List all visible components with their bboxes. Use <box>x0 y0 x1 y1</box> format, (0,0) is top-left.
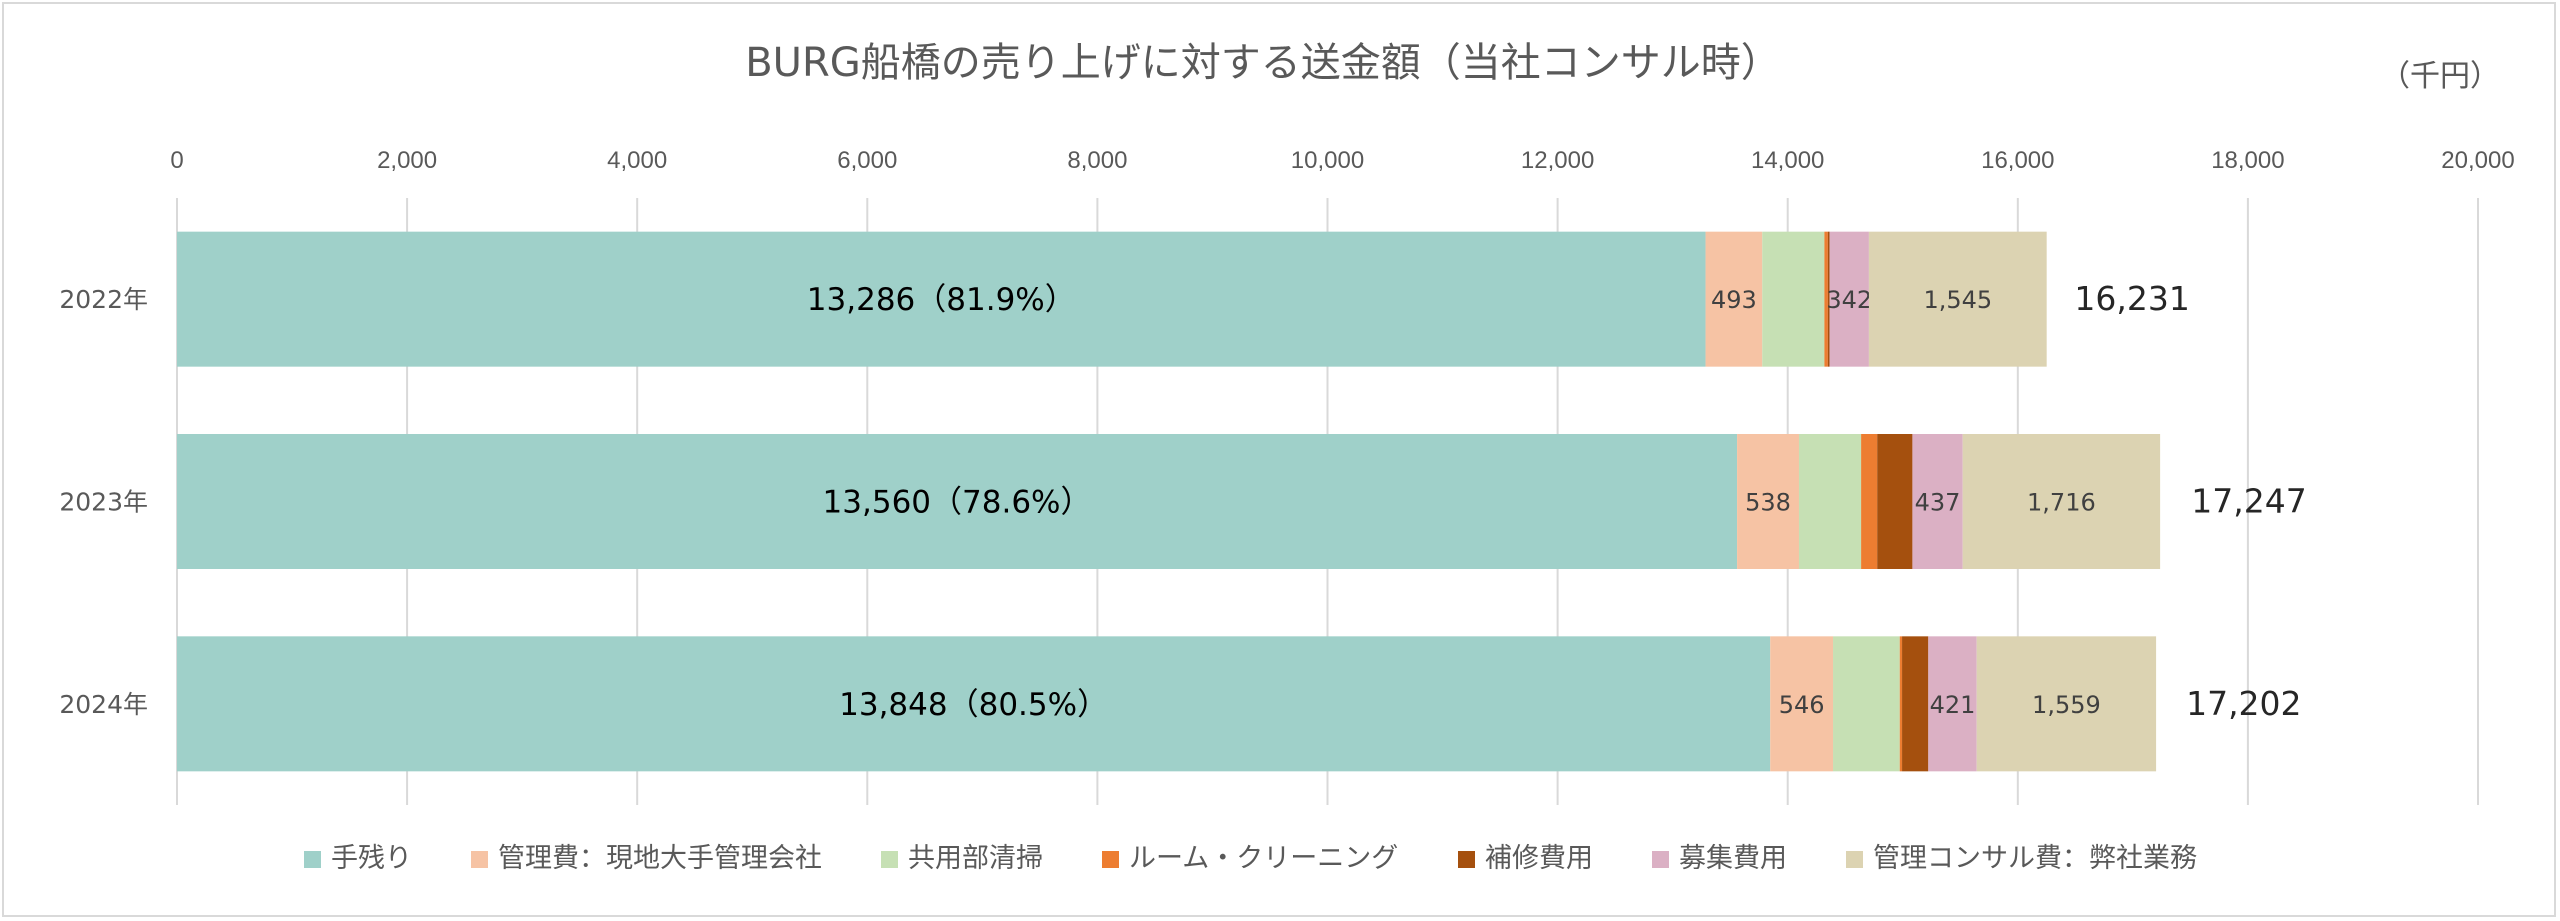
bar-segment <box>1833 636 1900 772</box>
bar-segment <box>177 636 1771 772</box>
data-label: 13,848（80.5%） <box>839 687 1108 723</box>
bar-segment <box>1928 636 1977 772</box>
bar-segment <box>1902 636 1929 772</box>
legend-label: 管理費：現地大手管理会社 <box>498 843 822 874</box>
bar-segment <box>1912 434 1963 569</box>
legend-swatch <box>1102 851 1119 868</box>
unit-label: （千円） <box>2380 59 2500 94</box>
x-tick-label: 16,000 <box>1981 147 2054 174</box>
total-label: 17,247 <box>2191 482 2306 521</box>
total-label: 16,231 <box>2074 279 2189 318</box>
legend-label: ルーム・クリーニング <box>1129 843 1398 874</box>
data-label: 421 <box>1930 691 1976 719</box>
x-tick-label: 0 <box>170 147 183 174</box>
bar-segment <box>1976 636 2157 772</box>
bar-segment <box>177 434 1738 569</box>
bar-segment <box>1824 231 1828 367</box>
bar-segment <box>1827 231 1830 367</box>
x-tick-label: 18,000 <box>2211 147 2284 174</box>
bar-segment <box>1762 231 1825 367</box>
bars: 13,286（81.9%） 493 342 1,545 16,231 13,560（78.… <box>177 231 2307 772</box>
bar-segment <box>1861 434 1878 569</box>
bar-segment <box>1877 434 1913 569</box>
total-label: 17,202 <box>2186 684 2301 723</box>
data-label: 13,560（78.6%） <box>823 485 1092 521</box>
legend-label: 管理コンサル費：弊社業務 <box>1873 843 2197 874</box>
legend-swatch <box>1846 851 1863 868</box>
legend-swatch <box>304 851 321 868</box>
data-label: 546 <box>1779 691 1825 719</box>
legend-label: 共用部清掃 <box>908 843 1043 874</box>
bar-segment <box>1868 231 2047 367</box>
category-label: 2024年 <box>59 690 148 719</box>
x-tick-label: 8,000 <box>1067 147 1127 174</box>
x-tick-label: 4,000 <box>607 147 667 174</box>
legend-label: 募集費用 <box>1679 843 1787 874</box>
legend-swatch <box>1652 851 1669 868</box>
bar-segment <box>1962 434 2161 569</box>
chart-title: BURG船橋の売り上げに対する送金額（当社コンサル時） <box>745 40 1781 86</box>
data-label: 1,545 <box>1923 286 1992 314</box>
data-label: 538 <box>1745 489 1791 517</box>
data-label: 437 <box>1915 489 1961 517</box>
category-label: 2022年 <box>59 285 148 314</box>
category-label: 2023年 <box>59 488 148 517</box>
x-tick-label: 2,000 <box>377 147 437 174</box>
legend-label: 補修費用 <box>1485 843 1593 874</box>
x-tick-label: 12,000 <box>1521 147 1594 174</box>
legend-swatch <box>1458 851 1475 868</box>
data-label: 493 <box>1711 286 1757 314</box>
bar-segment <box>1705 231 1763 367</box>
bar-segment <box>1770 636 1834 772</box>
x-tick-label: 6,000 <box>837 147 897 174</box>
data-label: 13,286（81.9%） <box>807 282 1076 318</box>
legend-swatch <box>471 851 488 868</box>
bar-segment <box>1899 636 1903 772</box>
x-axis-ticks: 0 2,000 4,000 6,000 8,000 10,000 12,000 14,000 1… <box>170 147 2514 174</box>
data-label: 1,559 <box>2032 691 2101 719</box>
bar-segment <box>1798 434 1862 569</box>
data-label: 1,716 <box>2027 489 2096 517</box>
legend: 手残り 管理費：現地大手管理会社 共用部清掃 ルーム・クリーニング 補修費用 募集費用 管理… <box>304 843 2197 874</box>
x-tick-label: 10,000 <box>1291 147 1364 174</box>
x-tick-label: 14,000 <box>1751 147 1824 174</box>
category-labels: 2022年 2023年 2024年 <box>59 285 148 719</box>
bar-segment <box>1737 434 1799 569</box>
x-tick-label: 20,000 <box>2441 147 2514 174</box>
legend-swatch <box>881 851 898 868</box>
legend-label: 手残り <box>331 843 412 874</box>
bar-segment <box>1829 231 1869 367</box>
bar-segment <box>177 231 1706 367</box>
data-label: 342 <box>1826 286 1872 314</box>
